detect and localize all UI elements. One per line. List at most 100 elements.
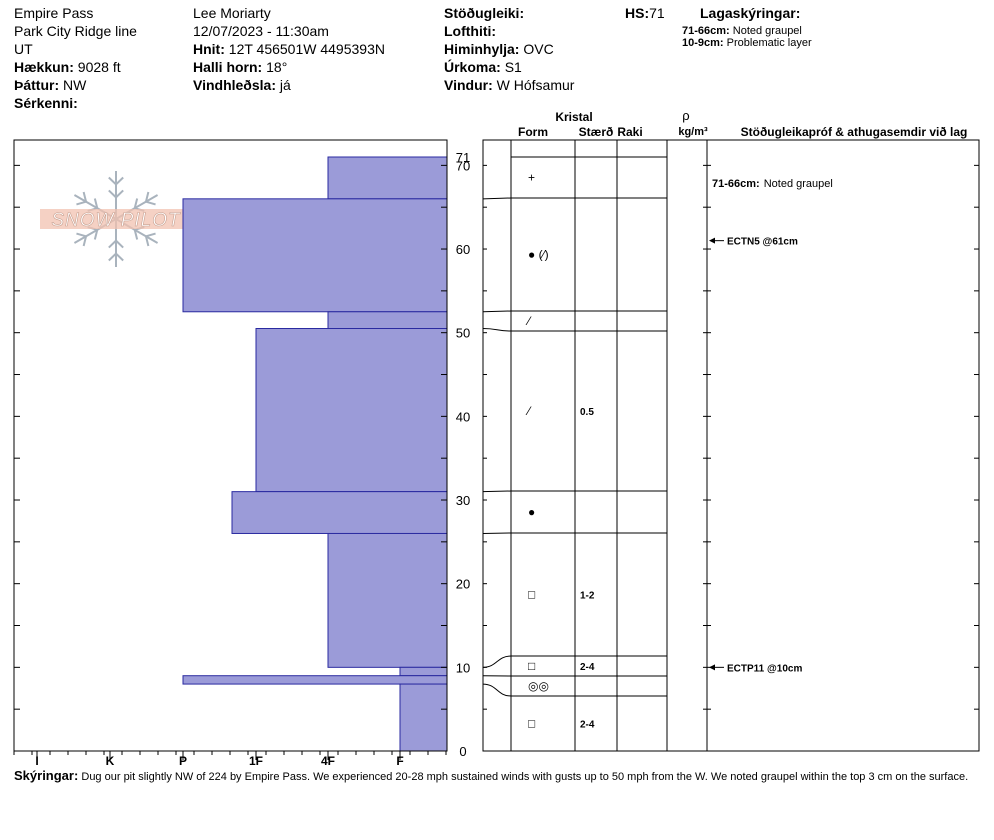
y-top-label: 71 — [456, 150, 470, 165]
hardness-bar — [399, 666, 448, 677]
precip-label: Úrkoma: — [444, 59, 501, 75]
crystal-size: 1-2 — [580, 591, 595, 602]
legend-title: Lagaskýringar: — [700, 5, 801, 21]
crystal-form: ⁄ — [525, 404, 532, 418]
y-tick-label: 60 — [456, 242, 470, 257]
col-form: Form — [518, 125, 548, 139]
y-tick-label: 30 — [456, 493, 470, 508]
y-tick-label: 70 — [456, 158, 470, 173]
logo-text: SNOW PILOT — [51, 210, 181, 231]
x-tick-label: P — [179, 754, 187, 768]
coords: 12T 456501W 4495393N — [228, 41, 385, 57]
sky: OVC — [523, 41, 554, 57]
header-col2: Lee Moriarty 12/07/2023 - 11:30am Hnit: … — [193, 4, 385, 94]
sky-label: Himinhylja: — [444, 41, 520, 57]
crystal-form: ● — [528, 505, 535, 519]
hs-value: 71 — [649, 5, 665, 21]
test-label: ECTN5 @61cm — [727, 237, 798, 248]
slope-label: Halli horn: — [193, 59, 263, 75]
hardness-bars — [182, 156, 448, 752]
arrow-head-icon — [709, 664, 715, 671]
col-crystal: Kristal — [555, 110, 592, 124]
legend-list: 71-66cm: Noted graupel 10-9cm: Problemat… — [682, 25, 812, 49]
col-rho: ρ — [682, 108, 689, 123]
datetime: 12/07/2023 - 11:30am — [193, 23, 329, 39]
crystal-form: ◎◎ — [528, 679, 549, 693]
x-tick-label: 1F — [249, 754, 263, 768]
header-col1: Empire Pass Park City Ridge line UT Hækk… — [14, 4, 137, 112]
hardness-bar — [327, 311, 448, 330]
hardness-bar — [255, 328, 448, 493]
crystal-form: + — [528, 171, 535, 185]
crystal-form: □ — [528, 659, 535, 673]
crystal-form: □ — [528, 588, 535, 602]
observer: Lee Moriarty — [193, 5, 271, 21]
crystal-form: ● (⁄) — [528, 248, 549, 262]
wind-label: Vindur: — [444, 77, 493, 93]
aspect: NW — [63, 77, 87, 93]
specifics-label: Sérkenni: — [14, 95, 78, 111]
hardness-bar — [182, 675, 448, 685]
hardness-bar — [399, 683, 448, 752]
x-tick-label: I — [35, 754, 38, 768]
hardness-bar — [327, 156, 448, 200]
x-tick-label: K — [106, 754, 115, 768]
layer-connector — [482, 490, 512, 493]
wind-loading-label: Vindhleðsla: — [193, 77, 276, 93]
wind-loading: já — [279, 77, 291, 93]
col-moisture: Raki — [617, 125, 642, 139]
area: Park City Ridge line — [14, 23, 137, 39]
y-tick-label: 40 — [456, 409, 470, 424]
crystal-form: ⁄ — [525, 314, 532, 328]
x-tick-label: 4F — [321, 754, 335, 768]
coords-label: Hnit: — [193, 41, 225, 57]
stability-tests: ECTN5 @61cm ECTP11 @10cm — [709, 237, 802, 674]
layer-connector — [482, 310, 512, 313]
col-density-unit: kg/m³ — [678, 126, 708, 138]
legend-item: 10-9cm: Problematic layer — [682, 37, 812, 49]
y-tick-label: 20 — [456, 577, 470, 592]
layer-connector — [482, 683, 512, 697]
state: UT — [14, 41, 33, 57]
layer-connector — [482, 655, 512, 668]
comments: Skýringar: Dug our pit slightly NW of 22… — [14, 766, 994, 787]
legend-item: 71-66cm: Noted graupel — [682, 25, 802, 37]
hardness-bar — [327, 532, 448, 668]
hs-label: HS: — [625, 5, 650, 21]
col-size: Stærð — [579, 125, 614, 139]
elevation: 9028 ft — [77, 59, 121, 75]
crystal-size: 2-4 — [580, 662, 595, 673]
crystal-size: 0.5 — [580, 407, 594, 418]
y-tick-label: 10 — [456, 660, 470, 675]
col-tests: Stöðugleikapróf & athugasemdir við lag — [741, 125, 968, 139]
x-tick-label: F — [396, 754, 403, 768]
snowpilot-logo: SNOW PILOT — [40, 171, 192, 267]
y-tick-label: 0 — [459, 744, 466, 759]
comments-label: Skýringar: — [14, 768, 79, 783]
slope: 18° — [266, 59, 288, 75]
wind: W Hófsamur — [496, 77, 575, 93]
layer-annotation: 71-66cm: Noted graupel — [712, 178, 833, 190]
elevation-label: Hækkun: — [14, 59, 74, 75]
aspect-label: Þáttur: — [14, 77, 60, 93]
hardness-bar — [182, 198, 448, 313]
location: Empire Pass — [14, 5, 94, 21]
header-col3: Stöðugleiki: Lofthiti: Himinhylja: OVC Ú… — [444, 4, 574, 94]
comments-text: Dug our pit slightly NW of 224 by Empire… — [81, 771, 969, 783]
stability-label: Stöðugleiki: — [444, 5, 525, 21]
layer-grid: + ● (⁄) ⁄ ⁄ 0.5 ● □ 1-2 □ 2-4 ◎◎ □ 2-4 — [482, 139, 980, 752]
test-label: ECTP11 @10cm — [727, 663, 802, 674]
arrow-head-icon — [709, 237, 715, 244]
y-tick-label: 50 — [456, 326, 470, 341]
crystal-form: □ — [528, 717, 535, 731]
snow-height: HS:71 — [625, 4, 665, 22]
hardness-bar — [231, 491, 448, 534]
layer-connector — [482, 328, 512, 332]
precip: S1 — [504, 59, 522, 75]
crystal-size: 2-4 — [580, 720, 595, 731]
air-temp-label: Lofthiti: — [444, 23, 497, 39]
layer-connector — [482, 197, 512, 200]
table-frame — [482, 139, 980, 752]
